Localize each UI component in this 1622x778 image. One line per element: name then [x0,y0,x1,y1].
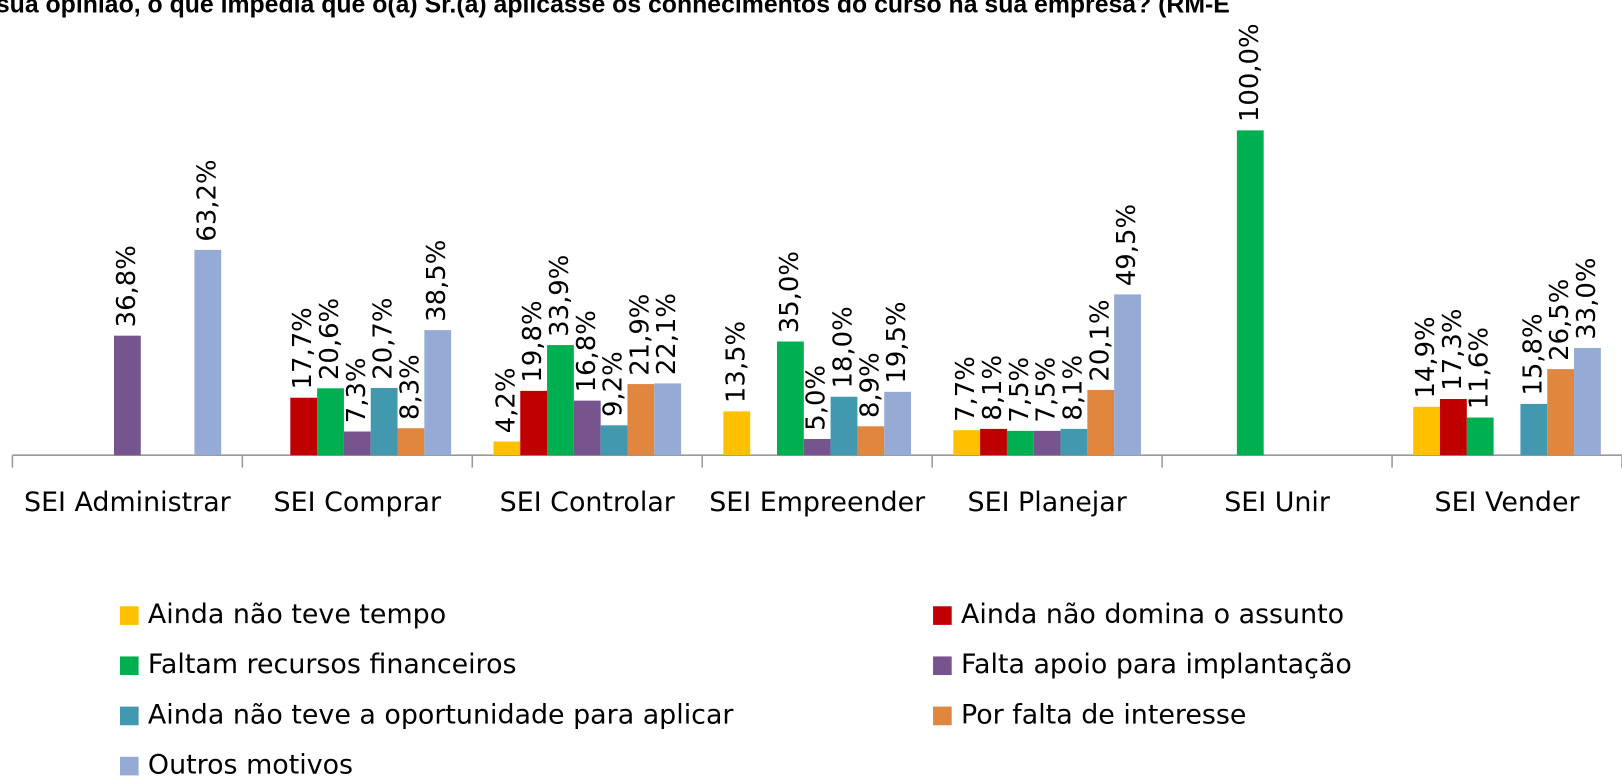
bar [194,249,222,456]
value-label: 33,9% [545,255,575,337]
value-label: 17,3% [1438,309,1468,391]
value-label: 5,0% [802,365,832,431]
bar [547,345,574,456]
value-label: 100,0% [1235,23,1265,122]
bar [884,391,912,456]
bar [1006,430,1034,456]
bar [1520,403,1548,456]
value-label: 22,1% [652,293,682,375]
bar [424,330,452,456]
value-label: 4,2% [491,368,521,434]
x-tick-label: SEI Empreender [709,487,926,518]
value-label: 15,8% [1518,313,1548,395]
value-label: 9,2% [599,351,629,417]
bar [1114,294,1141,456]
legend-label: Faltam recursos financeiros [148,649,517,680]
value-label: 35,0% [775,251,805,333]
bar [600,425,628,456]
value-label: 7,5% [1032,357,1062,423]
value-label: 21,9% [625,294,655,376]
legend-swatch [119,606,139,625]
legend-swatch [933,606,952,625]
bar [113,335,141,456]
value-label: 8,1% [1058,355,1088,421]
value-label: 36,8% [112,245,142,327]
bar [573,400,601,456]
value-label: 18,0% [829,306,859,388]
bar [1547,369,1575,456]
x-tick-label: SEI Vender [1435,487,1581,518]
x-tick-label: SEI Comprar [274,487,442,518]
bar [370,387,398,456]
bar [857,426,885,456]
x-tick-label: SEI Controlar [500,487,676,518]
bar [397,428,425,456]
value-label: 20,7% [369,298,399,380]
value-label: 16,8% [572,310,602,392]
bar [343,431,371,456]
value-label: 8,3% [395,354,425,420]
bar [1087,389,1115,456]
value-label: 19,5% [882,301,912,383]
value-label: 14,9% [1411,316,1441,398]
bar [654,383,682,456]
bar [776,341,804,456]
x-tick-label: SEI Administrar [24,487,232,518]
chart-title: sua opinião, o que impedia que o(a) Sr.(… [0,0,1230,18]
value-label: 7,7% [951,356,981,422]
legend-swatch [119,756,139,776]
legend-label: Falta apoio para implantação [961,649,1352,680]
legend-swatch [119,656,139,676]
value-label: 8,9% [855,352,885,418]
bar [290,397,318,456]
bar [953,430,981,456]
x-tick-label: SEI Unir [1224,487,1331,518]
bar [317,388,344,456]
value-label: 8,1% [978,355,1008,421]
bar [803,438,831,456]
value-label: 20,6% [315,298,345,380]
value-label: 38,5% [422,240,452,322]
value-label: 17,7% [288,307,318,389]
bar [1574,348,1601,456]
bar [627,384,655,456]
legend-swatch [933,656,952,676]
legend-label: Ainda não teve a oportunidade para aplic… [148,699,734,730]
value-label: 11,6% [1465,327,1495,409]
value-label: 7,5% [1005,357,1035,423]
legend-label: Por falta de interesse [961,699,1246,730]
value-label: 20,1% [1085,299,1115,381]
value-label: 19,8% [518,300,548,382]
value-label: 33,0% [1572,258,1602,340]
x-tick-label: SEI Planejar [968,487,1128,518]
bar [1033,430,1061,456]
bar [1060,428,1088,456]
legend-label: Ainda não teve tempo [148,599,446,630]
bar [723,411,751,456]
value-label: 49,5% [1112,204,1142,286]
value-label: 13,5% [721,321,751,403]
bar [1413,406,1441,456]
bar [1466,417,1494,456]
value-label: 7,3% [342,358,372,424]
bar [980,428,1007,456]
value-label: 63,2% [192,159,222,241]
legend-label: Outros motivos [148,750,353,778]
legend-swatch [933,706,952,726]
legend-label: Ainda não domina o assunto [961,599,1344,630]
bar [1236,130,1264,456]
bar [493,441,521,456]
bar [830,396,858,456]
value-label: 26,5% [1545,279,1575,361]
bar [1440,399,1467,456]
legend-swatch [119,706,139,726]
bar [520,390,548,456]
